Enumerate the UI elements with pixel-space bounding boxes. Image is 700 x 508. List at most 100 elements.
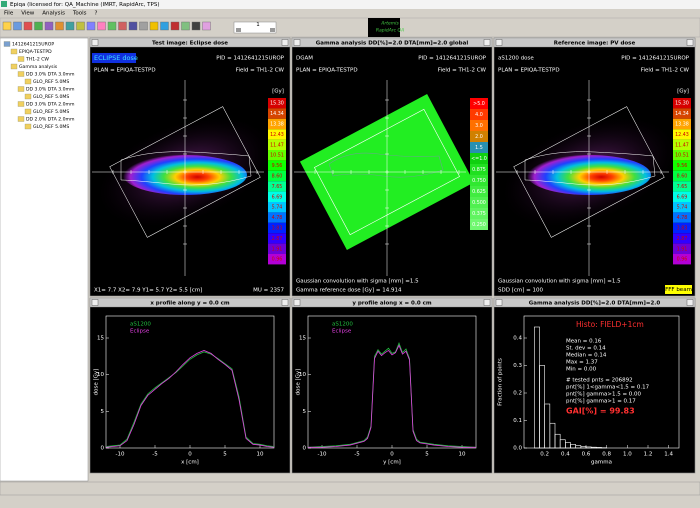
spin-left[interactable] <box>236 28 241 32</box>
colorbar-label: 6.69 <box>677 194 688 200</box>
x-tick-label: 0.8 <box>602 452 611 458</box>
badge-box <box>665 285 692 294</box>
tree-icon <box>17 56 25 62</box>
tree-item[interactable]: GLO_REF 5.0MS <box>33 94 69 100</box>
tree-item[interactable]: TH1-2 CW <box>25 57 49 63</box>
panel-button[interactable] <box>495 299 503 306</box>
plan-label: PLAN = EPIQA-TESTPD <box>498 68 560 74</box>
panel-button[interactable] <box>91 39 99 46</box>
statistic: pnt[%] gamma>1.5 = 0.00 <box>566 392 642 398</box>
toolbar-button[interactable] <box>149 21 159 31</box>
panel-button[interactable] <box>495 39 503 46</box>
toolbar-button[interactable] <box>181 21 190 31</box>
page-number: 1 <box>256 22 260 28</box>
toolbar-button[interactable] <box>2 21 12 31</box>
menu-item[interactable]: Analysis <box>42 11 65 17</box>
tree-item[interactable]: GLO_REF 5.0MS <box>33 109 69 115</box>
toolbar-button[interactable] <box>55 21 64 31</box>
colorbar-label: 12.43 <box>270 132 284 138</box>
pid-label: PID = 1412641215UROP <box>216 56 284 62</box>
colorbar-label: 14.34 <box>270 111 284 117</box>
colorbar-label: 1.5 <box>475 145 483 151</box>
toolbar-button[interactable] <box>97 21 106 31</box>
page-spinner[interactable] <box>233 21 277 34</box>
tree-item[interactable]: GLO_REF 5.0MS <box>33 124 69 130</box>
x-axis-label: gamma <box>591 460 612 466</box>
panel-button[interactable] <box>686 39 694 46</box>
x-tick-label: 10 <box>459 452 466 458</box>
colorbar-label: 7.65 <box>677 184 688 190</box>
colorbar-cell <box>673 139 691 150</box>
toolbar-button[interactable] <box>170 21 180 31</box>
colorbar-cell <box>673 233 691 244</box>
panel-button[interactable] <box>686 299 694 306</box>
toolbar-button[interactable] <box>118 21 127 31</box>
x-tick-label: 1.2 <box>644 452 653 458</box>
logo-text: Artemis <box>380 21 399 27</box>
colorbar-label: 3.83 <box>677 226 688 232</box>
colorbar-cell <box>268 98 286 109</box>
panel-title: Gamma analysis DD[%]=2.0 DTA[mm]=2.0 <box>529 300 661 306</box>
tree-item[interactable]: EPIQA-TESTPD <box>19 49 52 55</box>
toolbar-button[interactable] <box>107 21 117 31</box>
colorbar-cell <box>268 191 286 202</box>
image-subtitle: aS1200 dose <box>498 56 534 62</box>
toolbar-button[interactable] <box>139 21 148 31</box>
x-tick-label: 5 <box>223 452 227 458</box>
tree-item[interactable]: DD 3.0% DTA 2.0mm <box>26 102 75 108</box>
menu-item[interactable]: View <box>21 11 35 17</box>
colorbar-label: 10.51 <box>675 153 689 159</box>
colorbar-cell <box>268 222 286 234</box>
colorbar-cell <box>673 222 691 234</box>
toolbar-button[interactable] <box>65 21 75 31</box>
tree-item[interactable]: Gamma analysis <box>19 64 58 70</box>
toolbar-button[interactable] <box>202 21 211 31</box>
x-tick-label: 0.4 <box>561 452 570 458</box>
colorbar-label: 9.56 <box>272 163 283 169</box>
colorbar-label: 11.47 <box>675 142 689 148</box>
menu-item[interactable]: ? <box>95 11 98 17</box>
toolbar-button[interactable] <box>191 21 201 31</box>
panel-button[interactable] <box>293 39 301 46</box>
field-outline <box>314 108 460 236</box>
tree-item[interactable]: DD 3.0% DTA 3.0mm <box>26 87 75 93</box>
colorbar-cell <box>673 129 691 140</box>
toolbar-button[interactable] <box>23 21 33 31</box>
panel-button[interactable] <box>91 299 99 306</box>
menu-item[interactable]: Tools <box>72 11 87 17</box>
toolbar-button[interactable] <box>128 21 138 31</box>
colorbar-label: 2.0 <box>475 134 483 140</box>
panel-button[interactable] <box>483 39 491 46</box>
colorbar-label: 4.78 <box>272 215 283 221</box>
y-tick-label: 5 <box>303 409 307 415</box>
colorbar-label: 2.87 <box>272 236 283 242</box>
tree-item[interactable]: 1412641215UROP <box>12 42 54 48</box>
toolbar-button[interactable] <box>34 21 43 31</box>
colorbar-label: 4.78 <box>677 215 688 221</box>
tree-item[interactable]: DD 3.0% DTA 3.0mm <box>26 72 75 78</box>
panel-button[interactable] <box>281 39 289 46</box>
toolbar-button[interactable] <box>13 21 22 31</box>
tree-item[interactable]: DD 2.0% DTA 2.0mm <box>26 117 75 123</box>
profile-line <box>307 342 477 448</box>
panel-title: y profile along x = 0.0 cm <box>352 300 432 306</box>
panel-button[interactable] <box>483 299 491 306</box>
toolbar-button[interactable] <box>160 21 169 31</box>
colorbar-unit: [Gy] <box>677 89 689 95</box>
tree-icon <box>3 41 11 47</box>
panel-button[interactable] <box>293 299 301 306</box>
colorbar-label: 0.96 <box>272 257 283 263</box>
spin-right[interactable] <box>270 28 275 32</box>
panel-button[interactable] <box>281 299 289 306</box>
toolbar-button[interactable] <box>76 21 85 31</box>
colorbar-label: 12.43 <box>675 132 689 138</box>
toolbar-button[interactable] <box>44 21 54 31</box>
image-footer: Gaussian convolution with sigma [mm] =1.… <box>296 279 419 285</box>
colorbar-label: 0.375 <box>472 211 486 217</box>
colorbar-label: 0.500 <box>472 200 486 206</box>
menu-item[interactable]: File <box>4 11 14 17</box>
toolbar-button[interactable] <box>86 21 96 31</box>
image-footer: Gamma reference dose [Gy] = 14.914 <box>296 288 402 294</box>
tree-item[interactable]: GLO_REF 5.0MS <box>33 79 69 85</box>
profile-line <box>308 344 476 448</box>
